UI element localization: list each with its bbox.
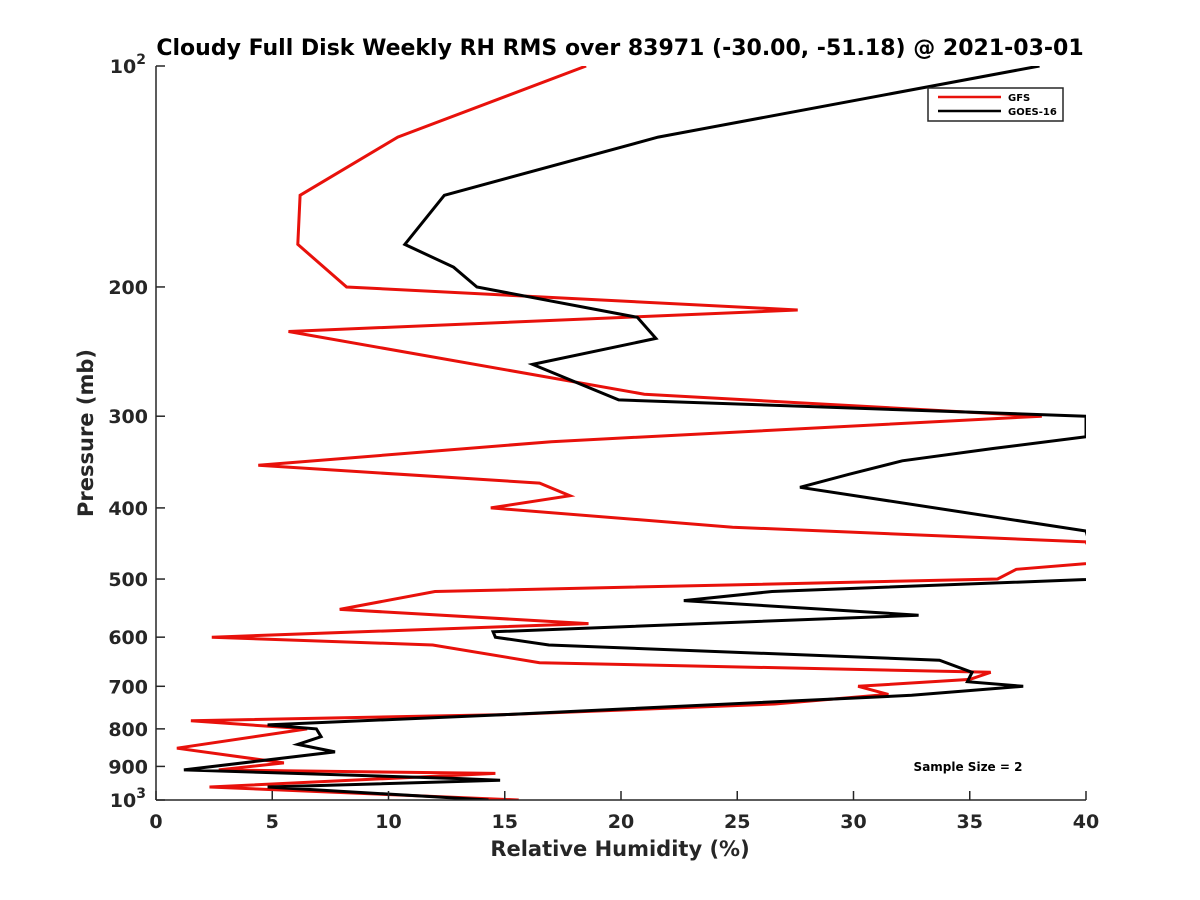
y-axis-label: Pressure (mb): [74, 349, 98, 517]
y-tick-label: 500: [108, 569, 148, 591]
y-tick-label: 200: [108, 277, 148, 299]
x-tick-label: 5: [266, 811, 279, 833]
x-tick-label: 20: [608, 811, 634, 833]
y-tick-label: 800: [108, 719, 148, 741]
y-tick-label: 600: [108, 627, 148, 649]
chart-title: Cloudy Full Disk Weekly RH RMS over 8397…: [156, 36, 1083, 61]
y-tick-label: 700: [108, 676, 148, 698]
y-tick-label: 900: [108, 756, 148, 778]
series-layer: [176, 66, 1086, 800]
y-tick-label: 400: [108, 498, 148, 520]
legend-label-gfs: GFS: [1008, 93, 1030, 104]
axes-layer: 0 5 10 15 20 25 30 35 40 102 200 300 400 500 600 700 800…: [108, 52, 1099, 833]
y-tick-label: 102: [110, 52, 146, 78]
x-tick-label: 25: [724, 811, 750, 833]
x-tick-label: 40: [1073, 811, 1099, 833]
y-tick-label: 103: [110, 786, 146, 812]
x-tick-label: 30: [840, 811, 866, 833]
legend-label-goes-16: GOES-16: [1008, 107, 1057, 118]
x-tick-label: 15: [492, 811, 518, 833]
series-line-goes-16: [183, 66, 1086, 800]
x-tick-label: 0: [149, 811, 162, 833]
legend-box: [927, 87, 1064, 122]
y-tick-label: 300: [108, 406, 148, 428]
x-axis-label: Relative Humidity (%): [490, 837, 749, 861]
sample-size-annotation: Sample Size = 2: [914, 760, 1023, 774]
x-tick-label: 35: [957, 811, 983, 833]
x-tick-label: 10: [375, 811, 401, 833]
legend: GFS GOES-16: [927, 87, 1064, 122]
